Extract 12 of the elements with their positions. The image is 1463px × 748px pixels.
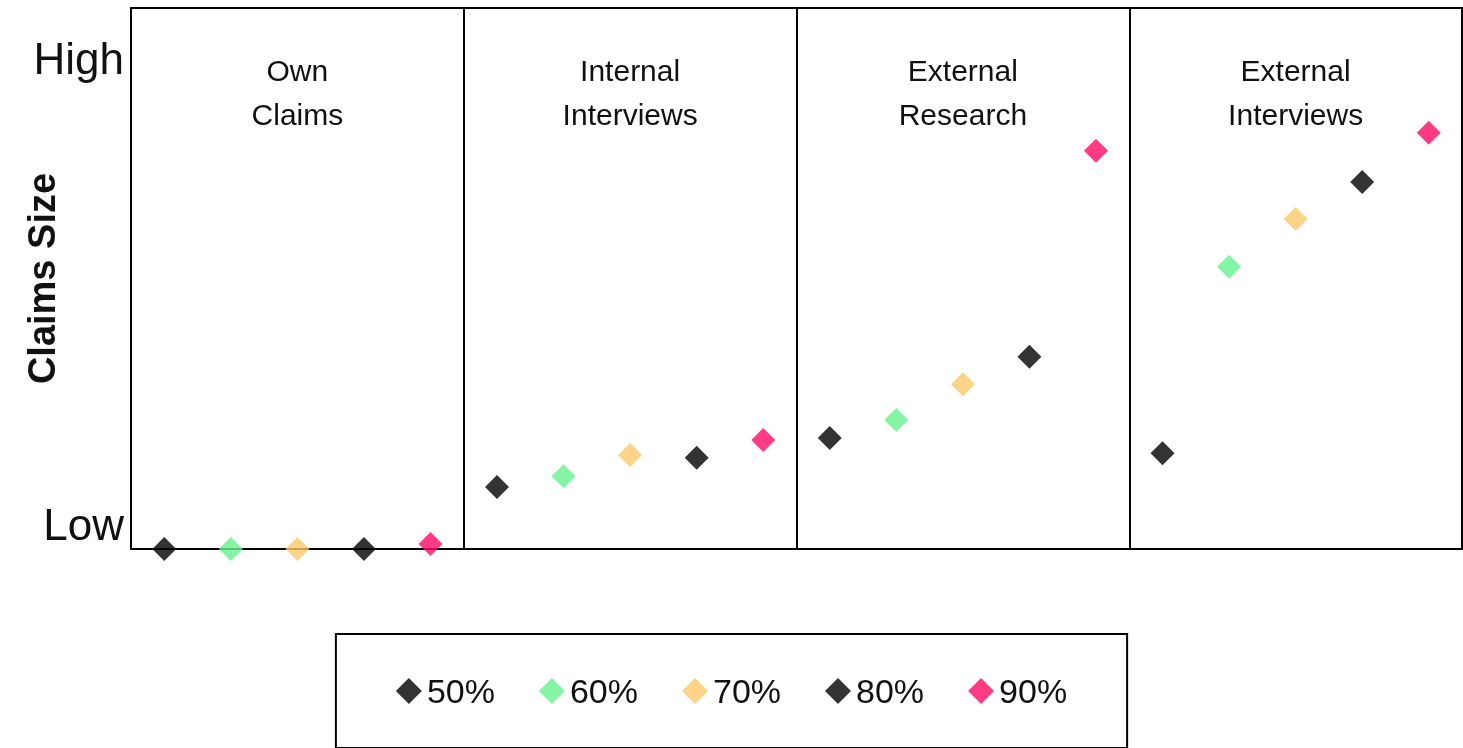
- text: High: [33, 33, 124, 83]
- x-tick-label: Internal Interviews: [562, 53, 698, 131]
- legend-label: 70%: [712, 672, 782, 710]
- x-tick-label: Own Claims: [251, 53, 344, 131]
- legend-label: 90%: [999, 672, 1068, 710]
- legend-label: 60%: [569, 672, 638, 710]
- text: Low: [43, 499, 125, 549]
- y-axis-title: Claims Size: [21, 172, 63, 385]
- legend-label: 50%: [426, 672, 495, 710]
- x-tick-label: External Interviews: [1228, 53, 1364, 131]
- legend-label: 80%: [856, 672, 925, 710]
- x-tick-label: External Research: [898, 53, 1028, 131]
